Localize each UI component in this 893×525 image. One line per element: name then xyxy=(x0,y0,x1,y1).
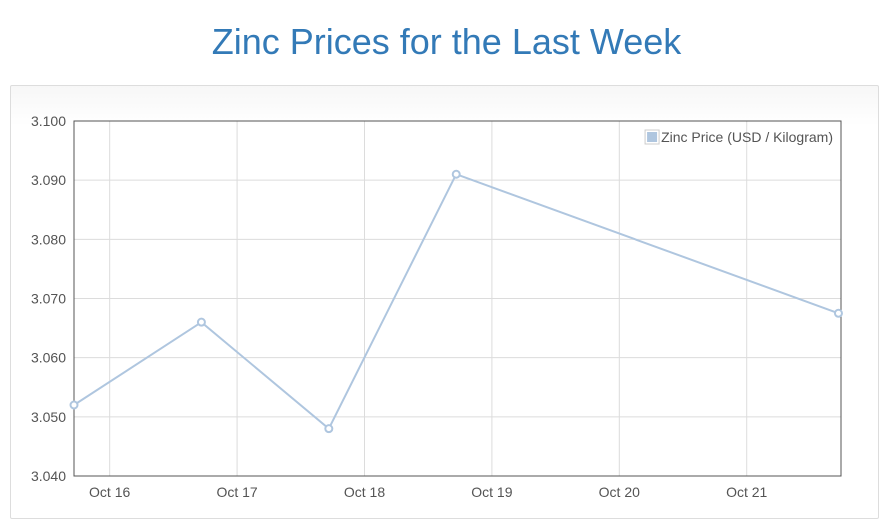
y-tick-label: 3.100 xyxy=(31,113,66,129)
y-axis-ticks: 3.040 3.050 3.060 3.070 3.080 3.090 3.100 xyxy=(31,113,66,484)
x-tick-label: Oct 16 xyxy=(89,484,130,500)
grid xyxy=(74,120,841,477)
series xyxy=(69,169,843,434)
x-axis-ticks: Oct 16 Oct 17 Oct 18 Oct 19 Oct 20 Oct 21 xyxy=(89,484,767,500)
x-tick-label: Oct 21 xyxy=(726,484,767,500)
data-point[interactable] xyxy=(196,317,206,327)
legend-swatch-fill xyxy=(647,132,658,142)
y-tick-label: 3.050 xyxy=(31,409,66,425)
x-tick-label: Oct 20 xyxy=(599,484,640,500)
page-title: Zinc Prices for the Last Week xyxy=(211,21,682,62)
data-point[interactable] xyxy=(451,169,461,179)
x-tick-label: Oct 18 xyxy=(344,484,385,500)
y-tick-label: 3.070 xyxy=(31,291,66,307)
x-tick-label: Oct 19 xyxy=(471,484,512,500)
y-tick-label: 3.080 xyxy=(31,231,66,247)
series-line xyxy=(73,172,839,431)
legend-label: Zinc Price (USD / Kilogram) xyxy=(661,129,833,145)
data-point[interactable] xyxy=(69,400,79,410)
legend[interactable]: Zinc Price (USD / Kilogram) xyxy=(644,129,833,145)
data-point[interactable] xyxy=(324,424,334,434)
y-tick-label: 3.040 xyxy=(31,468,66,484)
line-chart: 3.040 3.050 3.060 3.070 3.080 3.090 3.100 Oct … xyxy=(31,113,843,500)
y-tick-label: 3.090 xyxy=(31,172,66,188)
y-tick-label: 3.060 xyxy=(31,350,66,366)
x-tick-label: Oct 17 xyxy=(216,484,257,500)
plot-frame xyxy=(73,120,842,477)
chart-panel: 3.040 3.050 3.060 3.070 3.080 3.090 3.100 Oct … xyxy=(10,85,879,519)
data-point[interactable] xyxy=(833,308,843,318)
